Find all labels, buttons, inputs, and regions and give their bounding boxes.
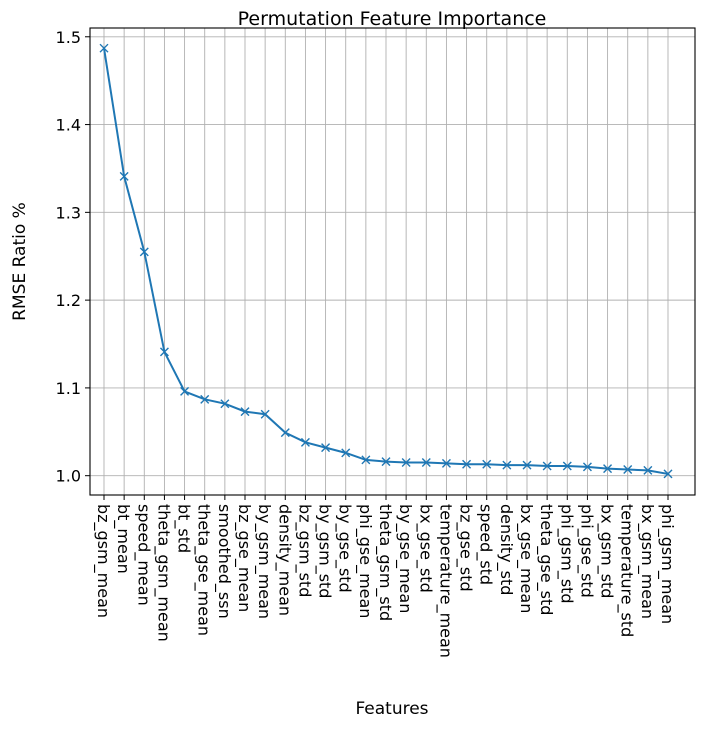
x-tick-label: theta_gsm_std [375,504,395,621]
data-point [341,448,351,458]
y-tick-label: 1.3 [56,203,81,222]
y-axis-label: RMSE Ratio % [10,202,30,321]
data-point [321,443,331,453]
data-point [522,460,532,470]
data-point [623,465,633,475]
x-tick-label: temperature_mean [435,504,455,658]
data-point [99,43,109,53]
axis-ticks [85,36,669,500]
x-tick-label: speed_std [476,504,496,585]
data-point [220,399,230,409]
x-tick-label: phi_gsm_mean [657,504,677,624]
x-axis-label: Features [355,699,428,719]
chart-title: Permutation Feature Importance [238,8,547,30]
data-point [421,458,431,468]
data-point [180,386,190,396]
x-tick-label: bz_gsm_mean [93,504,113,618]
x-tick-label: bz_gsm_std [294,504,314,597]
data-point [643,465,653,475]
x-tick-label: bx_gse_std [415,504,435,593]
data-point [300,437,310,447]
data-point [482,459,492,469]
x-tick-label: phi_gse_std [576,504,596,598]
y-tick-label: 1.2 [56,291,81,310]
data-point [119,171,129,181]
x-tick-label: bz_gse_mean [234,504,254,612]
x-tick-label: theta_gsm_mean [153,504,173,642]
plot-area-frame [89,27,696,496]
data-point [542,461,552,471]
grid [90,28,695,495]
x-tick-label: phi_gse_mean [355,504,375,618]
x-tick-label: speed_mean [133,504,153,606]
x-tick-label: density_std [496,504,516,595]
data-point [502,460,512,470]
y-tick-label: 1.5 [56,28,81,47]
data-point [200,394,210,404]
data-point [381,457,391,467]
x-tick-label: temperature_std [617,504,637,637]
data-point-markers [99,43,673,479]
x-tick-label: smoothed_ssn [214,504,234,619]
data-point [562,461,572,471]
data-point [139,247,149,257]
x-tick-label: by_gse_std [335,504,355,593]
data-point [401,458,411,468]
data-point [159,347,169,357]
x-tick-label: bx_gsm_mean [637,504,657,619]
y-tick-label: 1.4 [56,116,81,135]
data-point [280,428,290,438]
x-tick-label: theta_gse_std [536,504,556,615]
data-point [663,469,673,479]
data-point [361,455,371,465]
y-tick-labels: 1.0 1.1 1.2 1.3 1.4 1.5 [56,28,81,486]
x-tick-label: by_gse_mean [395,504,415,613]
data-point [441,458,451,468]
x-tick-label: bx_gse_mean [516,504,536,613]
x-tick-label: bt_std [174,504,194,553]
x-tick-labels: bz_gsm_mean bt_mean speed_mean theta_gsm_me… [93,504,677,658]
data-point [260,409,270,419]
x-tick-label: bt_mean [113,504,133,574]
y-tick-label: 1.0 [56,467,81,486]
y-tick-label: 1.1 [56,379,81,398]
x-tick-label: by_gsm_std [315,504,335,598]
x-tick-label: bz_gse_std [456,504,476,592]
x-tick-label: theta_gse_mean [194,504,214,636]
data-point [462,459,472,469]
x-tick-label: by_gsm_mean [254,504,274,619]
x-tick-label: bx_gsm_std [597,504,617,598]
x-tick-label: phi_gsm_std [556,504,576,604]
data-point [240,407,250,417]
x-tick-label: density_mean [274,504,294,616]
data-point [603,464,613,474]
data-point [582,462,592,472]
